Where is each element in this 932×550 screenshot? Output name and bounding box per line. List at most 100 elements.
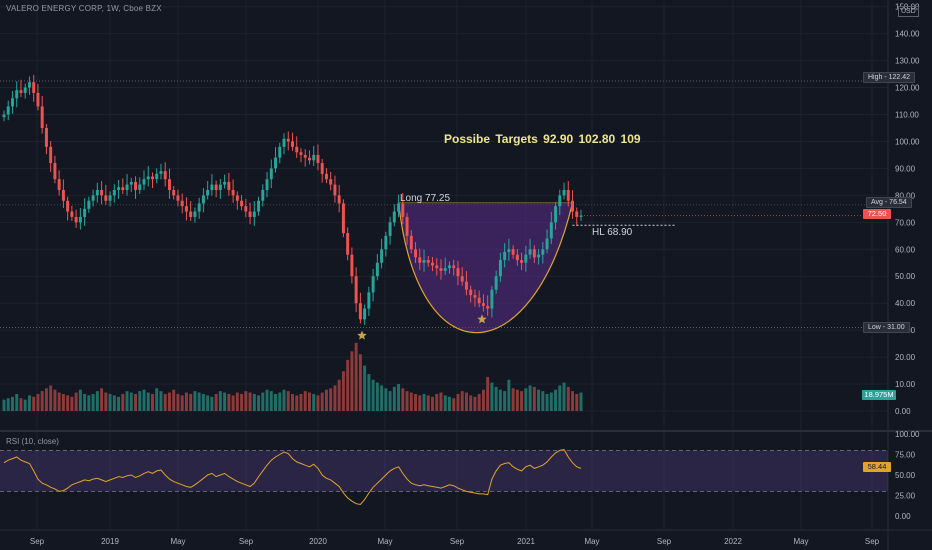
- price-tick-label: 80.00: [895, 191, 916, 200]
- volume-bar: [167, 392, 171, 411]
- candle-body: [27, 82, 31, 88]
- price-tick-label: 60.00: [895, 245, 916, 254]
- volume-bar: [112, 395, 116, 411]
- volume-bar: [358, 354, 362, 411]
- price-tick-label: 70.00: [895, 218, 916, 227]
- candle-body: [537, 254, 541, 258]
- volume-bar: [248, 392, 252, 411]
- candle-body: [235, 195, 239, 201]
- volume-bar: [172, 389, 176, 411]
- candle-body: [295, 146, 299, 153]
- volume-bar: [6, 398, 10, 411]
- candle-body: [481, 303, 485, 306]
- volume-bar: [307, 392, 311, 411]
- volume-bar: [392, 386, 396, 411]
- candle-body: [83, 208, 87, 217]
- candle-body: [6, 106, 10, 115]
- candle-body: [274, 157, 278, 169]
- candle-body: [414, 249, 418, 258]
- candle-body: [435, 265, 439, 269]
- volume-bar: [316, 395, 320, 411]
- volume-bar: [346, 359, 350, 411]
- volume-bar: [562, 382, 566, 411]
- candle-body: [269, 168, 273, 180]
- volume-bar: [409, 392, 413, 411]
- volume-bar: [579, 392, 583, 411]
- candle-body: [367, 292, 371, 309]
- candle-body: [358, 303, 362, 320]
- volume-bar: [27, 395, 31, 411]
- candle-body: [61, 189, 65, 201]
- candle-body: [36, 92, 40, 107]
- price-tick-label: 100.00: [895, 137, 920, 146]
- volume-bar: [333, 385, 337, 411]
- candle-body: [240, 200, 244, 207]
- volume-bar: [240, 393, 244, 411]
- currency-label[interactable]: USD: [898, 6, 919, 17]
- volume-bar: [95, 391, 99, 411]
- volume-bar: [44, 388, 48, 411]
- low-star-marker: [357, 330, 367, 340]
- price-tick-label: 140.00: [895, 30, 920, 39]
- volume-bar: [214, 393, 218, 411]
- candle-body: [473, 295, 477, 298]
- volume-bar: [498, 389, 502, 411]
- time-tick-label: 2022: [724, 537, 742, 546]
- candle-body: [265, 179, 269, 190]
- volume-bar: [252, 393, 256, 411]
- volume-bar: [61, 393, 65, 411]
- volume-bar: [528, 385, 532, 411]
- volume-bar: [146, 392, 150, 411]
- volume-bar: [515, 389, 519, 411]
- rsi-band: [0, 450, 888, 492]
- volume-bar: [19, 398, 23, 411]
- candle-body: [117, 187, 121, 190]
- candle-body: [167, 179, 171, 190]
- volume-bar: [257, 395, 261, 411]
- candle-body: [350, 254, 354, 277]
- volume-bar: [83, 393, 87, 411]
- candle-body: [545, 238, 549, 250]
- time-tick-label: Sep: [450, 537, 465, 546]
- candle-body: [363, 308, 367, 320]
- volume-bar: [571, 391, 574, 411]
- volume-bar: [380, 385, 384, 411]
- candle-body: [244, 206, 248, 212]
- volume-bar: [299, 393, 303, 411]
- candle-body: [291, 141, 294, 147]
- candle-body: [469, 289, 473, 296]
- candle-body: [316, 154, 320, 164]
- candle-body: [129, 181, 133, 185]
- volume-bar: [78, 389, 82, 411]
- volume-bar: [291, 393, 294, 411]
- price-tick-label: 90.00: [895, 164, 916, 173]
- rsi-tick-label: 50.00: [895, 471, 916, 480]
- candle-body: [57, 179, 61, 190]
- volume-bar: [341, 371, 345, 411]
- candle-body: [206, 189, 210, 196]
- candle-body: [32, 82, 36, 93]
- candle-body: [452, 265, 456, 269]
- candle-body: [100, 189, 104, 196]
- volume-bar: [337, 379, 341, 411]
- candle-body: [380, 249, 384, 263]
- volume-bar: [388, 391, 392, 411]
- candle-body: [53, 163, 57, 180]
- volume-bar: [117, 396, 121, 411]
- candle-body: [431, 262, 434, 266]
- volume-bar: [537, 389, 541, 411]
- candle-body: [511, 249, 515, 255]
- price-tick-label: 110.00: [895, 111, 919, 120]
- volume-bar: [282, 389, 286, 411]
- volume-bar: [363, 365, 367, 411]
- volume-bar: [142, 389, 146, 411]
- volume-bar: [23, 399, 27, 411]
- candle-body: [524, 254, 528, 263]
- low-marker: Low - 31.00: [863, 322, 910, 333]
- candle-body: [180, 200, 184, 207]
- candle-body: [426, 260, 430, 263]
- volume-bar: [303, 391, 307, 411]
- candle-body: [286, 138, 290, 142]
- cup-curve: [397, 202, 574, 334]
